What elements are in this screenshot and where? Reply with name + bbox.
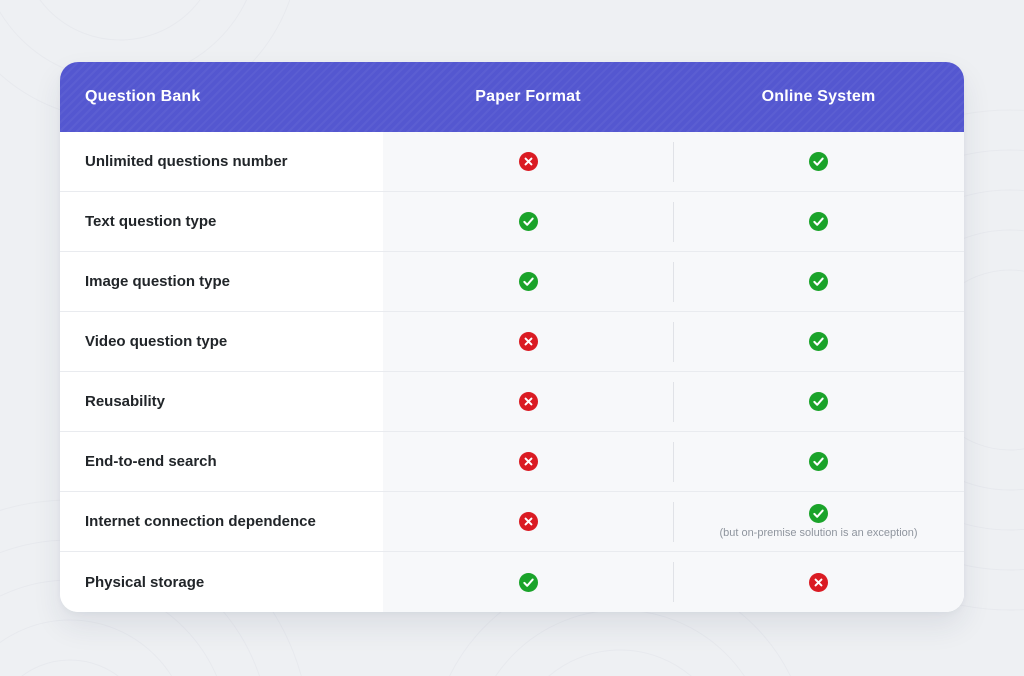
paper-format-cell xyxy=(383,312,673,371)
check-icon xyxy=(518,212,538,231)
check-icon xyxy=(518,272,538,291)
online-system-cell xyxy=(673,432,964,491)
header-online-system: Online System xyxy=(761,88,876,105)
table-header: Question Bank Paper Format Online System xyxy=(60,62,964,132)
comparison-table-card: Question Bank Paper Format Online System… xyxy=(60,62,964,612)
cross-icon xyxy=(809,572,828,592)
paper-format-cell xyxy=(383,132,673,191)
online-system-cell xyxy=(673,372,964,431)
feature-label: Text question type xyxy=(85,213,217,230)
check-icon xyxy=(809,332,828,351)
online-system-cell xyxy=(673,132,964,191)
online-system-cell xyxy=(673,192,964,251)
check-icon xyxy=(809,504,828,523)
paper-format-cell xyxy=(383,192,673,251)
table-row: Reusability xyxy=(60,372,964,432)
cross-icon xyxy=(518,332,538,351)
paper-format-cell xyxy=(383,252,673,311)
feature-label: Physical storage xyxy=(85,573,205,591)
paper-format-cell xyxy=(383,492,673,551)
table-row: Image question type xyxy=(60,252,964,312)
cross-icon xyxy=(518,452,538,471)
cross-icon xyxy=(518,152,538,171)
online-system-cell: (but on-premise solution is an exception… xyxy=(673,492,964,551)
header-paper-format: Paper Format xyxy=(475,88,581,105)
table-row: Physical storage xyxy=(60,552,964,612)
feature-label: Unlimited questions number xyxy=(85,153,288,170)
feature-label: Video question type xyxy=(85,333,228,350)
check-icon xyxy=(809,272,828,291)
paper-format-cell xyxy=(383,432,673,491)
feature-label: Image question type xyxy=(85,273,231,290)
table-row: Text question type xyxy=(60,192,964,252)
table-row: Video question type xyxy=(60,312,964,372)
feature-label: End-to-end search xyxy=(85,453,217,470)
exception-note: (but on-premise solution is an exception… xyxy=(719,527,918,539)
table-row: End-to-end search xyxy=(60,432,964,492)
online-system-cell xyxy=(673,252,964,311)
table-row: Internet connection dependence (but on-p… xyxy=(60,492,964,552)
check-icon xyxy=(809,392,828,411)
feature-label: Internet connection dependence xyxy=(85,513,316,530)
check-icon xyxy=(518,572,538,592)
cross-icon xyxy=(518,392,538,411)
check-icon xyxy=(809,452,828,471)
feature-label: Reusability xyxy=(85,393,166,410)
check-icon xyxy=(809,212,828,231)
paper-format-cell xyxy=(383,552,673,612)
table-row: Unlimited questions number xyxy=(60,132,964,192)
cross-icon xyxy=(518,512,538,531)
check-icon xyxy=(809,152,828,171)
online-system-cell xyxy=(673,312,964,371)
header-question-bank: Question Bank xyxy=(85,88,201,105)
table-body: Unlimited questions number Text question… xyxy=(60,132,964,612)
online-system-cell xyxy=(673,552,964,612)
paper-format-cell xyxy=(383,372,673,431)
